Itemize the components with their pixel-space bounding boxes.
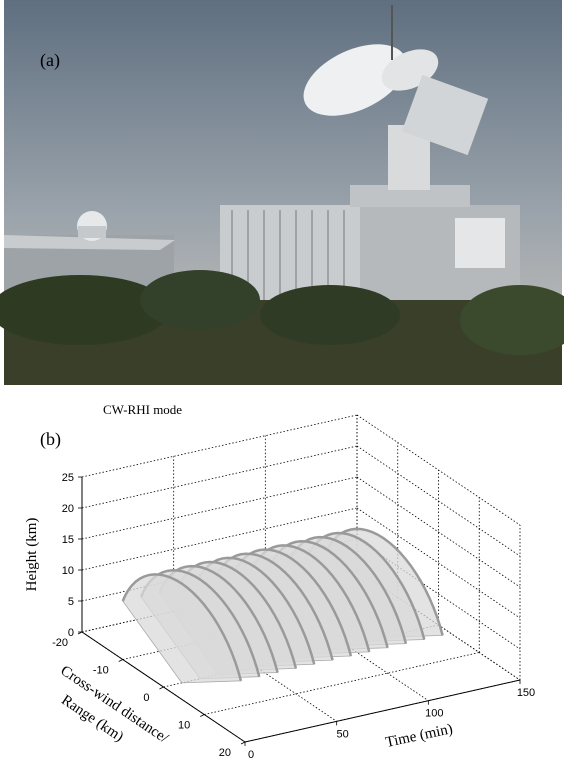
photo: (a) [0, 0, 564, 385]
z-tick-label: 15 [62, 534, 74, 546]
y-tick-label: 0 [143, 692, 149, 704]
z-tick-label: 5 [68, 596, 74, 608]
figure: (a) CW-RHI mode (b) 0 5 10 15 20 25 -20 -10 0 10 2… [0, 0, 564, 758]
panel-label: (b) [40, 429, 61, 450]
grid-line [82, 477, 357, 539]
chart-title: CW-RHI mode [103, 402, 182, 417]
x-axis-label: Time (min) [384, 721, 454, 751]
y-tick-label: 20 [219, 747, 231, 758]
axis-line [245, 680, 520, 742]
x-tick-label: 50 [337, 728, 349, 740]
grid-line [82, 446, 357, 508]
tick-mark [119, 660, 123, 662]
z-axis-label: Height (km) [24, 518, 40, 592]
tick-mark [200, 715, 204, 717]
x-tick-label: 100 [425, 708, 443, 720]
tick-mark [241, 742, 245, 744]
x-tick-label: 0 [248, 749, 254, 758]
z-tick-label: 20 [62, 503, 74, 515]
z-tick-label: 25 [62, 472, 74, 484]
tick-mark [160, 687, 164, 689]
z-tick-label: 0 [68, 627, 74, 639]
grid-line [82, 415, 357, 477]
y-tick-label: 10 [178, 720, 190, 732]
y-tick-label: -10 [93, 665, 109, 677]
y-tick-label: -20 [52, 637, 68, 649]
x-tick-label: 150 [517, 687, 535, 699]
z-tick-label: 10 [62, 565, 74, 577]
panel-label: (a) [40, 50, 60, 71]
page: (a) CW-RHI mode (b) 0 5 10 15 20 25 -20 -10 0 10 2… [0, 0, 564, 758]
